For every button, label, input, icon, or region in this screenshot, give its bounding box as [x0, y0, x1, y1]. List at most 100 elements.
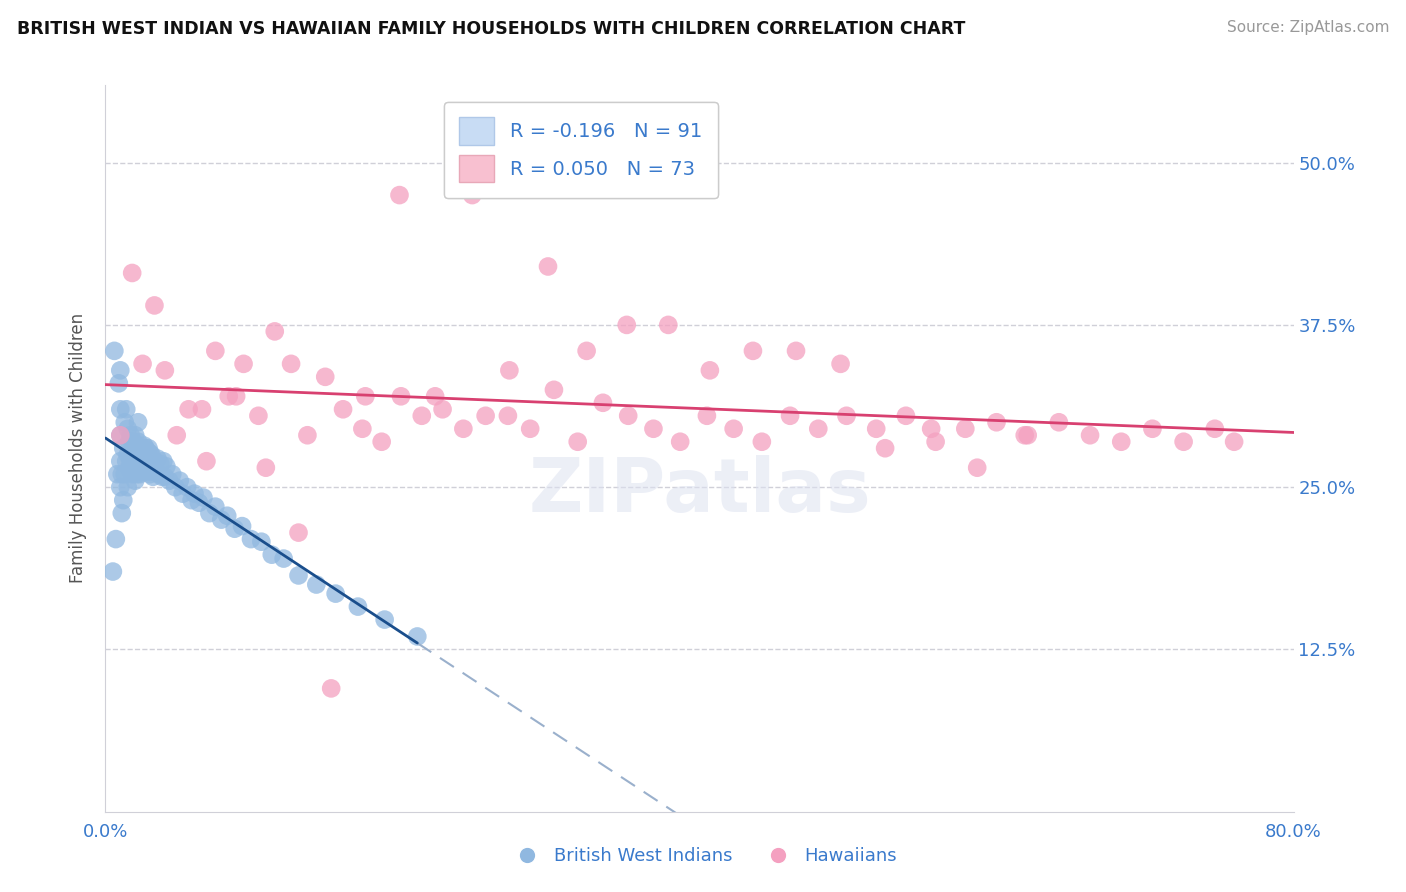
Point — [785, 343, 807, 358]
Point — [124, 474, 146, 488]
Point — [132, 439, 155, 453]
Point — [101, 565, 124, 579]
Point — [352, 422, 374, 436]
Point — [117, 480, 139, 494]
Point — [118, 434, 141, 449]
Point — [370, 434, 392, 449]
Point — [461, 188, 484, 202]
Point — [657, 318, 679, 332]
Point — [250, 534, 273, 549]
Point — [111, 467, 134, 482]
Point — [195, 454, 218, 468]
Point — [124, 454, 146, 468]
Point — [723, 422, 745, 436]
Point — [453, 422, 475, 436]
Point — [115, 454, 138, 468]
Point — [114, 415, 136, 429]
Point — [110, 480, 132, 494]
Point — [127, 460, 149, 475]
Point — [225, 389, 247, 403]
Point — [273, 551, 295, 566]
Point — [543, 383, 565, 397]
Point — [152, 454, 174, 468]
Point — [117, 422, 139, 436]
Point — [112, 442, 135, 455]
Point — [1047, 415, 1070, 429]
Point — [121, 266, 143, 280]
Point — [136, 465, 159, 479]
Point — [120, 428, 142, 442]
Point — [166, 428, 188, 442]
Point — [1078, 428, 1101, 442]
Point — [150, 470, 173, 484]
Point — [209, 513, 232, 527]
Point — [146, 451, 169, 466]
Point — [122, 460, 145, 475]
Point — [875, 442, 897, 455]
Point — [138, 460, 160, 475]
Point — [325, 587, 347, 601]
Point — [110, 402, 132, 417]
Point — [121, 467, 143, 482]
Point — [669, 434, 692, 449]
Point — [149, 457, 172, 471]
Point — [592, 396, 614, 410]
Point — [406, 630, 429, 644]
Point — [104, 532, 127, 546]
Point — [218, 389, 240, 403]
Point — [127, 434, 149, 449]
Point — [519, 422, 541, 436]
Point — [129, 460, 152, 475]
Point — [924, 434, 946, 449]
Point — [193, 491, 215, 505]
Point — [305, 577, 328, 591]
Point — [117, 448, 139, 462]
Point — [141, 448, 163, 462]
Point — [131, 465, 153, 479]
Point — [141, 465, 163, 479]
Point — [321, 681, 343, 696]
Point — [1017, 428, 1039, 442]
Point — [153, 470, 176, 484]
Point — [162, 467, 184, 482]
Point — [105, 467, 128, 482]
Point — [388, 188, 411, 202]
Text: BRITISH WEST INDIAN VS HAWAIIAN FAMILY HOUSEHOLDS WITH CHILDREN CORRELATION CHAR: BRITISH WEST INDIAN VS HAWAIIAN FAMILY H… — [17, 20, 966, 37]
Point — [103, 343, 125, 358]
Point — [347, 599, 370, 614]
Point — [112, 493, 135, 508]
Point — [432, 402, 454, 417]
Point — [280, 357, 302, 371]
Point — [537, 260, 560, 274]
Legend: British West Indians, Hawaiians: British West Indians, Hawaiians — [502, 840, 904, 872]
Point — [124, 428, 146, 442]
Text: ZIPatlas: ZIPatlas — [529, 455, 870, 528]
Point — [148, 467, 170, 482]
Y-axis label: Family Households with Children: Family Households with Children — [69, 313, 87, 583]
Point — [254, 460, 277, 475]
Point — [169, 474, 191, 488]
Point — [224, 522, 246, 536]
Point — [807, 422, 830, 436]
Point — [157, 474, 180, 488]
Point — [830, 357, 852, 371]
Point — [110, 428, 132, 442]
Point — [865, 422, 887, 436]
Point — [617, 409, 640, 423]
Point — [920, 422, 942, 436]
Point — [314, 369, 336, 384]
Point — [354, 389, 377, 403]
Point — [138, 442, 160, 455]
Point — [474, 409, 496, 423]
Point — [183, 486, 205, 500]
Point — [966, 460, 988, 475]
Point — [139, 467, 162, 482]
Point — [496, 409, 519, 423]
Point — [204, 343, 226, 358]
Point — [1204, 422, 1226, 436]
Point — [111, 506, 134, 520]
Point — [423, 389, 446, 403]
Point — [155, 459, 177, 474]
Point — [191, 402, 214, 417]
Point — [127, 415, 149, 429]
